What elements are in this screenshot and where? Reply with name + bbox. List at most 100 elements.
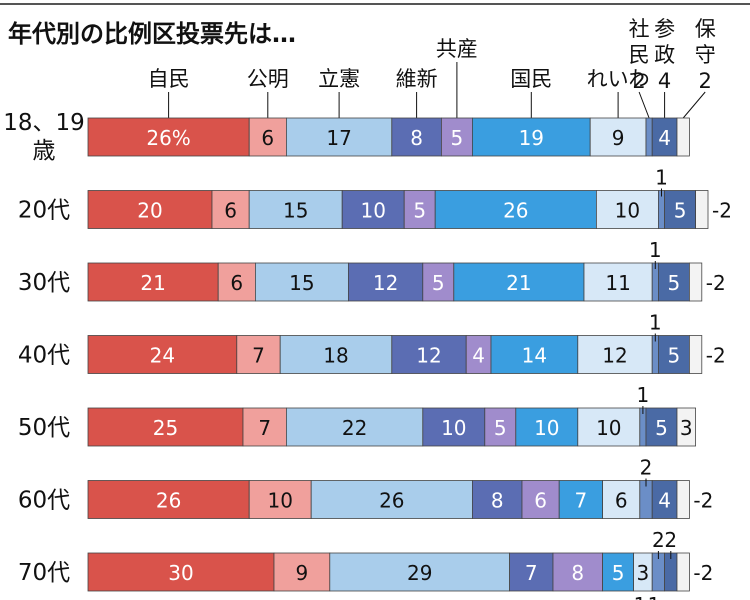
bar-value-label: 12 — [373, 271, 398, 295]
bar-value-label: 17 — [326, 126, 351, 150]
bar-value-label: 2 — [640, 456, 653, 480]
bar-value-label: 8 — [571, 561, 584, 585]
bar-value-label: 26 — [503, 199, 528, 223]
bar-segment — [422, 262, 455, 302]
bar-value-label: 26 — [156, 489, 181, 513]
bar-value-label: -2 — [706, 344, 726, 368]
bar-segment — [471, 117, 591, 157]
bar-value-label: 6 — [534, 489, 547, 513]
bar-segment — [248, 117, 287, 157]
bar-segment — [651, 480, 678, 519]
bar-segment — [552, 552, 603, 592]
bar-segment — [87, 480, 250, 519]
bar-segment — [285, 117, 393, 157]
bar-segment — [434, 190, 597, 229]
bar-value-label: 8 — [410, 126, 423, 150]
bar-value-label: 2 — [652, 528, 665, 552]
bar-segment — [87, 190, 213, 229]
bar-segment — [484, 407, 517, 447]
bar-value-label: 1 — [649, 311, 662, 335]
bar-value-label: 20 — [137, 199, 162, 223]
bar-value-label: 26% — [146, 126, 190, 150]
bar-segment — [645, 407, 678, 447]
bar-value-label: 8 — [491, 489, 504, 513]
bar-value-label: 1 — [655, 166, 668, 190]
bar-segment — [236, 335, 281, 374]
bar-value-label: 22 — [342, 416, 367, 440]
bar-value-label: 1 — [649, 238, 662, 262]
bar-value-label: 12 — [416, 344, 441, 368]
category-label: 50代 — [18, 415, 70, 441]
bar-segment — [589, 117, 647, 157]
bar-segment — [676, 117, 690, 157]
bar-segment — [403, 190, 436, 229]
category-axis: 18、19 歳 20代 30代 40代 50代 60代 70代 — [3, 110, 85, 586]
bar-value-label: 4 — [658, 126, 671, 150]
bar-value-label: 5 — [668, 271, 681, 295]
cropped-label: 1 — [634, 593, 647, 600]
legend-label: 参 — [654, 17, 675, 41]
category-label: 20代 — [18, 198, 70, 224]
bar-value-label: 21 — [140, 271, 165, 295]
bar-value-label: 3 — [637, 561, 650, 585]
bar-segment — [651, 117, 678, 157]
legend-label: 立憲 — [318, 67, 360, 91]
bar-segment — [329, 552, 510, 592]
bar-segment — [490, 335, 579, 374]
bar-value-label: 21 — [506, 271, 531, 295]
bar-value-label: 5 — [655, 416, 668, 440]
bar-segment — [676, 552, 690, 592]
bar-segment — [521, 480, 560, 519]
bar-value-label: 29 — [407, 561, 432, 585]
category-label: 18、19 歳 — [3, 110, 85, 164]
bar-value-label: 14 — [522, 344, 547, 368]
category-label: 30代 — [18, 270, 70, 296]
bar-value-label: -2 — [706, 271, 726, 295]
bar-segment — [465, 335, 492, 374]
bar-value-label: 7 — [525, 561, 538, 585]
bar-segment — [453, 262, 585, 302]
legend-label: 自民 — [148, 67, 190, 91]
bar-value-label: 18 — [323, 344, 348, 368]
legend-label: 民 — [629, 43, 650, 67]
bar-value-label: 6 — [615, 489, 628, 513]
bar-segment — [658, 335, 690, 374]
bar-value-label: 10 — [596, 416, 621, 440]
legend-label: 社 — [629, 17, 650, 41]
bar-segment — [658, 262, 690, 302]
bar-value-label: 6 — [261, 126, 274, 150]
bar-segment — [695, 190, 709, 229]
bar-segment — [509, 552, 554, 592]
bar-segment — [87, 552, 275, 592]
bar-value-label: 26 — [379, 489, 404, 513]
bar-value-label: 5 — [612, 561, 625, 585]
bar-value-label: 1 — [637, 383, 650, 407]
bar-segment — [248, 480, 312, 519]
bar-value-label: 5 — [413, 199, 426, 223]
bar-segment — [689, 335, 703, 374]
bar-segment — [254, 262, 349, 302]
bar-segment — [391, 117, 442, 157]
bar-segment — [577, 407, 641, 447]
bar-segment — [285, 407, 424, 447]
bar-value-label: 4 — [472, 344, 485, 368]
bar-segment — [602, 552, 634, 592]
legend-value: 4 — [658, 69, 671, 93]
bar-segment — [347, 262, 424, 302]
bar-value-label: 19 — [519, 126, 544, 150]
legend-leader — [638, 91, 650, 119]
bar-value-label: 9 — [296, 561, 309, 585]
bar-segment — [87, 407, 244, 447]
bar-value-label: 5 — [674, 199, 687, 223]
cropped-label: 1 — [648, 593, 661, 600]
bar-segment — [676, 480, 690, 519]
bar-value-label: 9 — [612, 126, 625, 150]
bar-value-label: 15 — [283, 199, 308, 223]
legend-label: 共産 — [436, 37, 478, 61]
bar-value-label: -2 — [693, 561, 713, 585]
bar-segment — [515, 407, 579, 447]
bar-value-label: 5 — [432, 271, 445, 295]
bar-segment — [248, 190, 343, 229]
